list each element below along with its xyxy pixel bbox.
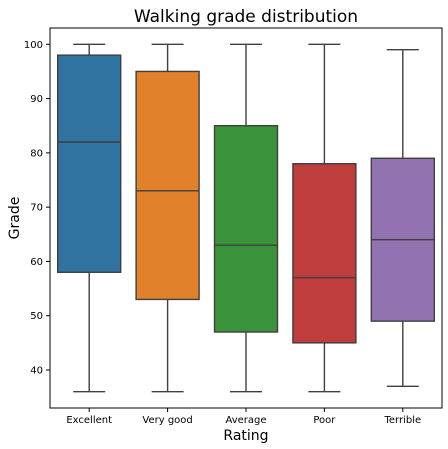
y-tick-label: 100 <box>24 40 43 51</box>
y-axis: 40 50 60 70 80 90 100 <box>24 40 50 377</box>
box-body <box>213 125 279 333</box>
y-tick-label: 40 <box>30 366 43 377</box>
x-tick-label: Poor <box>313 415 336 426</box>
y-tick-label: 70 <box>30 203 43 214</box>
x-tick-label: Excellent <box>66 415 112 426</box>
box-average <box>213 43 279 393</box>
x-tick-label: Terrible <box>383 415 421 426</box>
y-tick-label: 60 <box>30 257 43 268</box>
boxes-layer <box>57 43 435 393</box>
x-axis-label: Rating <box>223 428 268 444</box>
box-body <box>292 163 357 344</box>
box-body <box>57 54 122 273</box>
chart-title: Walking grade distribution <box>134 7 358 27</box>
box-poor <box>292 43 357 393</box>
y-tick-label: 50 <box>30 311 43 322</box>
x-axis: Excellent Very good Average Poor Terrible <box>66 408 421 426</box>
x-tick-label: Average <box>225 415 266 426</box>
y-tick-label: 90 <box>30 94 43 105</box>
y-axis-label: Grade <box>7 197 23 240</box>
box-very-good <box>135 43 200 393</box>
box-excellent <box>57 43 122 393</box>
plot-frame <box>49 27 443 409</box>
x-tick-label: Very good <box>142 415 192 426</box>
box-body <box>135 70 200 301</box>
y-tick-label: 80 <box>30 148 43 159</box>
box-terrible <box>370 49 435 387</box>
